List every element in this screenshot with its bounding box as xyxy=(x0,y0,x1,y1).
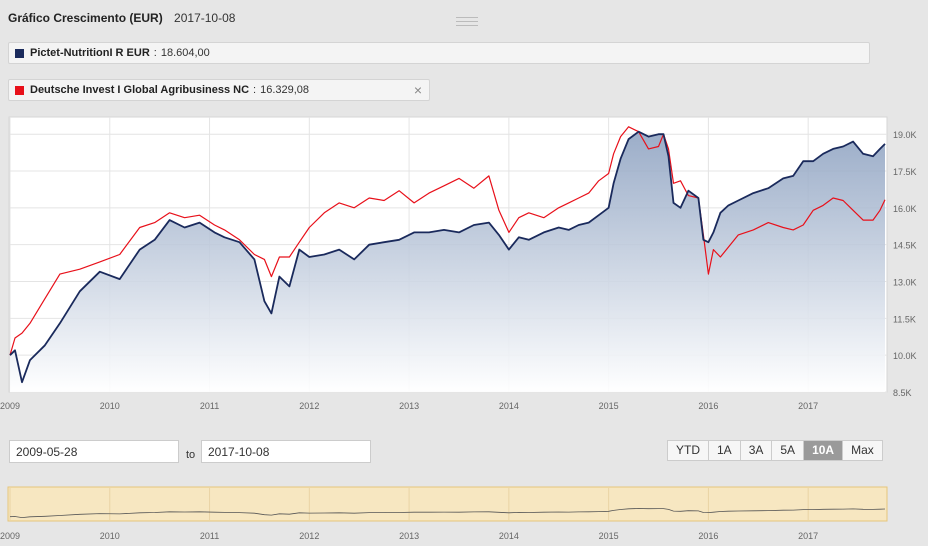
range-button-5a[interactable]: 5A xyxy=(771,441,803,460)
chart-title: Gráfico Crescimento (EUR) xyxy=(8,11,163,25)
series-line-1 xyxy=(9,126,886,356)
legend-separator: : xyxy=(153,47,157,59)
legend-swatch-deutsche xyxy=(15,85,24,95)
y-tick-label: 8.5K xyxy=(893,388,912,398)
x-tick-label: 2017 xyxy=(798,401,818,411)
x-tick-label: 2015 xyxy=(599,401,619,411)
navigator-tick-label: 2017 xyxy=(798,531,818,541)
y-tick-label: 11.5K xyxy=(893,314,916,324)
y-tick-label: 13.0K xyxy=(893,278,917,288)
date-from-input[interactable] xyxy=(9,440,179,463)
close-icon[interactable]: × xyxy=(413,82,422,98)
navigator-tick-label: 2015 xyxy=(599,531,619,541)
chart-header: Gráfico Crescimento (EUR) 2017-10-08 xyxy=(8,11,235,25)
date-to-input[interactable] xyxy=(201,440,371,463)
y-tick-label: 10.0K xyxy=(893,351,917,361)
x-tick-label: 2009 xyxy=(0,401,20,411)
navigator-tick-label: 2014 xyxy=(499,531,519,541)
drag-handle-icon[interactable] xyxy=(456,17,478,26)
legend-value: 18.604,00 xyxy=(160,47,210,59)
y-tick-label: 16.0K xyxy=(893,204,917,214)
legend-item-pictet[interactable]: Pictet-NutritionI R EUR : 18.604,00 xyxy=(8,42,870,64)
navigator-tick-label: 2016 xyxy=(698,531,718,541)
chart-date: 2017-10-08 xyxy=(174,11,236,25)
legend-name: Pictet-NutritionI R EUR xyxy=(30,47,150,59)
range-button-ytd[interactable]: YTD xyxy=(676,443,700,457)
legend-swatch-pictet xyxy=(15,48,24,58)
range-button-group: YTD 1A 3A 5A 10A Max xyxy=(667,440,883,461)
x-tick-label: 2010 xyxy=(100,401,120,411)
x-tick-label: 2013 xyxy=(399,401,419,411)
legend-separator: : xyxy=(253,84,257,96)
x-tick-label: 2016 xyxy=(698,401,718,411)
y-tick-label: 19.0K xyxy=(893,130,917,140)
navigator-background[interactable] xyxy=(7,486,888,522)
range-button-3a[interactable]: 3A xyxy=(739,441,772,460)
to-label: to xyxy=(186,449,196,461)
range-button-10a[interactable]: 10A xyxy=(803,441,843,460)
range-button-1a[interactable]: 1A xyxy=(708,441,740,460)
legend-value: 16.329,08 xyxy=(260,84,310,96)
navigator-series-line xyxy=(9,508,886,519)
range-button-max[interactable]: Max xyxy=(842,441,882,460)
x-tick-label: 2012 xyxy=(299,401,319,411)
x-tick-label: 2011 xyxy=(200,401,219,411)
navigator-tick-label: 2010 xyxy=(100,531,120,541)
series-area-0 xyxy=(10,131,885,392)
legend-name: Deutsche Invest I Global Agribusiness NC xyxy=(30,84,250,96)
y-tick-label: 17.5K xyxy=(893,167,917,177)
legend-item-deutsche[interactable]: Deutsche Invest I Global Agribusiness NC… xyxy=(8,79,430,101)
x-tick-label: 2014 xyxy=(499,401,519,411)
navigator-tick-label: 2013 xyxy=(399,531,419,541)
navigator-tick-label: 2012 xyxy=(299,531,319,541)
navigator-tick-label: 2009 xyxy=(0,531,20,541)
series-line-0 xyxy=(9,130,886,384)
navigator-tick-label: 2011 xyxy=(200,531,219,541)
y-tick-label: 14.5K xyxy=(893,241,917,251)
